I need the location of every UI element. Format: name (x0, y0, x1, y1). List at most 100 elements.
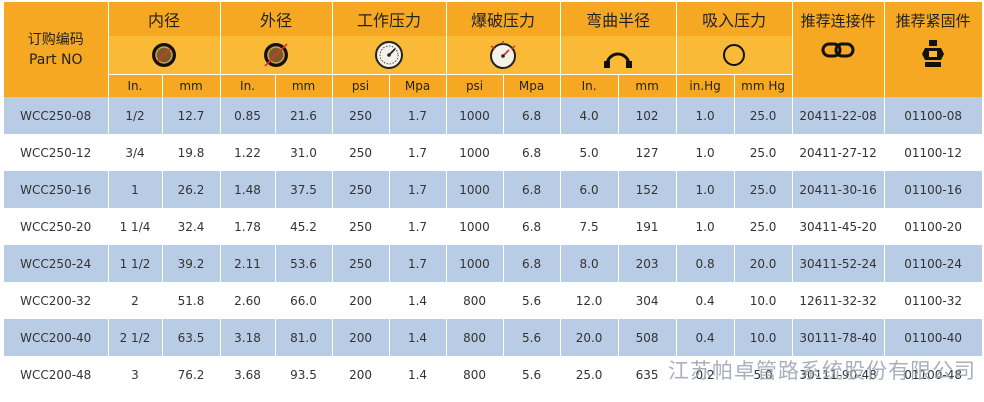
burst-pressure-mpa-cell: 5.6 (503, 356, 561, 393)
suction-header: 吸入压力 (676, 2, 793, 36)
bend-radius-mm-cell: 508 (618, 319, 677, 356)
working-pressure-psi-cell: 200 (332, 319, 390, 356)
fitting-cell: 30111-90-48 (792, 356, 885, 393)
burst-pressure-psi-cell: 1000 (446, 171, 504, 208)
inner-diameter-mm-cell: 51.8 (162, 282, 221, 319)
bend-radius-in-cell: 25.0 (560, 356, 619, 393)
ferrule-cell: 01100-12 (884, 134, 983, 171)
bend-radius-in-cell: 20.0 (560, 319, 619, 356)
inner-diameter-in-cell: 1 1/2 (108, 245, 163, 282)
burst-pressure-header: 爆破压力 (446, 2, 561, 36)
part-number-cell: WCC250-12 (4, 134, 109, 171)
bend-radius-in-cell: 6.0 (560, 171, 619, 208)
inner-diameter-mm-cell: 63.5 (162, 319, 221, 356)
part-number-cell: WCC200-48 (4, 356, 109, 393)
inner-diameter-mm-cell: 76.2 (162, 356, 221, 393)
unit-id-in: In. (108, 74, 163, 97)
suction-mmhg-cell: 5.0 (734, 356, 793, 393)
company-watermark: 江苏帕卓管路系统股份有限公司 (668, 359, 976, 383)
working-pressure-icon-cell (332, 36, 447, 75)
ferrule-cell: 01100-16 (884, 171, 983, 208)
bend-radius-in-cell: 8.0 (560, 245, 619, 282)
unit-br-in: In. (560, 74, 619, 97)
ferrule-cell: 01100-48 (884, 356, 983, 393)
table-row: WCC250-24 1 1/2 39.2 2.11 53.6 250 1.7 1000 6.8 8… (4, 245, 983, 282)
working-pressure-mpa-cell: 1.7 (389, 97, 447, 134)
bend-radius-mm-cell: 203 (618, 245, 677, 282)
outer-diameter-in-cell: 2.60 (220, 282, 276, 319)
bend-radius-in-cell: 4.0 (560, 97, 619, 134)
hose-spec-table: 订购编码 Part NO 内径 外径 工作压力 爆破压力 弯曲半径 吸入压力 推… (4, 2, 983, 393)
inner-diameter-in-cell: 1 (108, 171, 163, 208)
working-pressure-psi-cell: 250 (332, 208, 390, 245)
bend-radius-icon (604, 52, 633, 68)
ferrule-cell: 01100-40 (884, 319, 983, 356)
inner-diameter-header: 内径 (108, 2, 221, 36)
ferrule-header-label: 推荐紧固件 (895, 11, 971, 30)
unit-od-in: In. (220, 74, 276, 97)
working-pressure-psi-cell: 200 (332, 282, 390, 319)
working-pressure-mpa-cell: 1.4 (389, 319, 447, 356)
outer-diameter-header: 外径 (220, 2, 333, 36)
burst-pressure-psi-cell: 800 (446, 356, 504, 393)
burst-pressure-psi-cell: 800 (446, 282, 504, 319)
suction-inhg-cell: 0.2 (676, 356, 735, 393)
burst-pressure-mpa-cell: 6.8 (503, 245, 561, 282)
suction-inhg-cell: 0.8 (676, 245, 735, 282)
inner-diameter-mm-cell: 19.8 (162, 134, 221, 171)
burst-pressure-icon-cell (446, 36, 561, 75)
outer-diameter-mm-cell: 31.0 (275, 134, 333, 171)
suction-inhg-cell: 1.0 (676, 134, 735, 171)
burst-pressure-mpa-cell: 5.6 (503, 282, 561, 319)
unit-wp-psi: psi (332, 74, 390, 97)
ferrule-cell: 01100-32 (884, 282, 983, 319)
bend-radius-in-cell: 7.5 (560, 208, 619, 245)
burst-pressure-psi-cell: 1000 (446, 245, 504, 282)
suction-inhg-cell: 1.0 (676, 97, 735, 134)
outer-diameter-in-cell: 1.22 (220, 134, 276, 171)
bend-radius-mm-cell: 102 (618, 97, 677, 134)
burst-pressure-mpa-cell: 5.6 (503, 319, 561, 356)
inner-diameter-in-cell: 1/2 (108, 97, 163, 134)
working-pressure-mpa-cell: 1.7 (389, 208, 447, 245)
ferrule-cell: 01100-20 (884, 208, 983, 245)
bend-radius-mm-cell: 635 (618, 356, 677, 393)
part-number-cell: WCC200-40 (4, 319, 109, 356)
ring-icon (723, 44, 746, 66)
bend-radius-icon-cell (560, 36, 677, 75)
working-pressure-mpa-cell: 1.7 (389, 134, 447, 171)
suction-icon-cell (676, 36, 793, 75)
outer-diameter-mm-cell: 81.0 (275, 319, 333, 356)
inner-diameter-mm-cell: 39.2 (162, 245, 221, 282)
part-label-en: Part NO (28, 51, 83, 68)
unit-bp-mpa: Mpa (503, 74, 561, 97)
ferrule-cell: 01100-08 (884, 97, 983, 134)
outer-diameter-mm-cell: 21.6 (275, 97, 333, 134)
suction-mmhg-cell: 25.0 (734, 171, 793, 208)
burst-pressure-psi-cell: 1000 (446, 134, 504, 171)
table-row: WCC250-08 1/2 12.7 0.85 21.6 250 1.7 1000 6.8 4.0… (4, 97, 983, 134)
fitting-cell: 20411-30-16 (792, 171, 885, 208)
outer-diameter-mm-cell: 53.6 (275, 245, 333, 282)
working-pressure-mpa-cell: 1.4 (389, 282, 447, 319)
unit-br-mm: mm (618, 74, 677, 97)
part-number-cell: WCC250-20 (4, 208, 109, 245)
table-row: WCC200-32 2 51.8 2.60 66.0 200 1.4 800 5.6 12.0 30… (4, 282, 983, 319)
part-number-cell: WCC250-24 (4, 245, 109, 282)
bend-radius-mm-cell: 191 (618, 208, 677, 245)
chain-link-icon (821, 42, 855, 57)
outer-diameter-icon-cell (220, 36, 333, 75)
outer-diameter-mm-cell: 45.2 (275, 208, 333, 245)
fitting-header-label: 推荐连接件 (800, 11, 876, 30)
working-pressure-psi-cell: 250 (332, 134, 390, 171)
suction-inhg-cell: 0.4 (676, 319, 735, 356)
bend-radius-mm-cell: 152 (618, 171, 677, 208)
ferrule-header: 推荐紧固件 (884, 2, 983, 97)
fitting-cell: 30111-78-40 (792, 319, 885, 356)
inner-diameter-in-cell: 1 1/4 (108, 208, 163, 245)
inner-diameter-mm-cell: 32.4 (162, 208, 221, 245)
inner-diameter-icon-cell (108, 36, 221, 75)
table-row: WCC250-16 1 26.2 1.48 37.5 250 1.7 1000 6.8 6.0 15… (4, 171, 983, 208)
working-pressure-psi-cell: 250 (332, 171, 390, 208)
working-pressure-mpa-cell: 1.4 (389, 356, 447, 393)
